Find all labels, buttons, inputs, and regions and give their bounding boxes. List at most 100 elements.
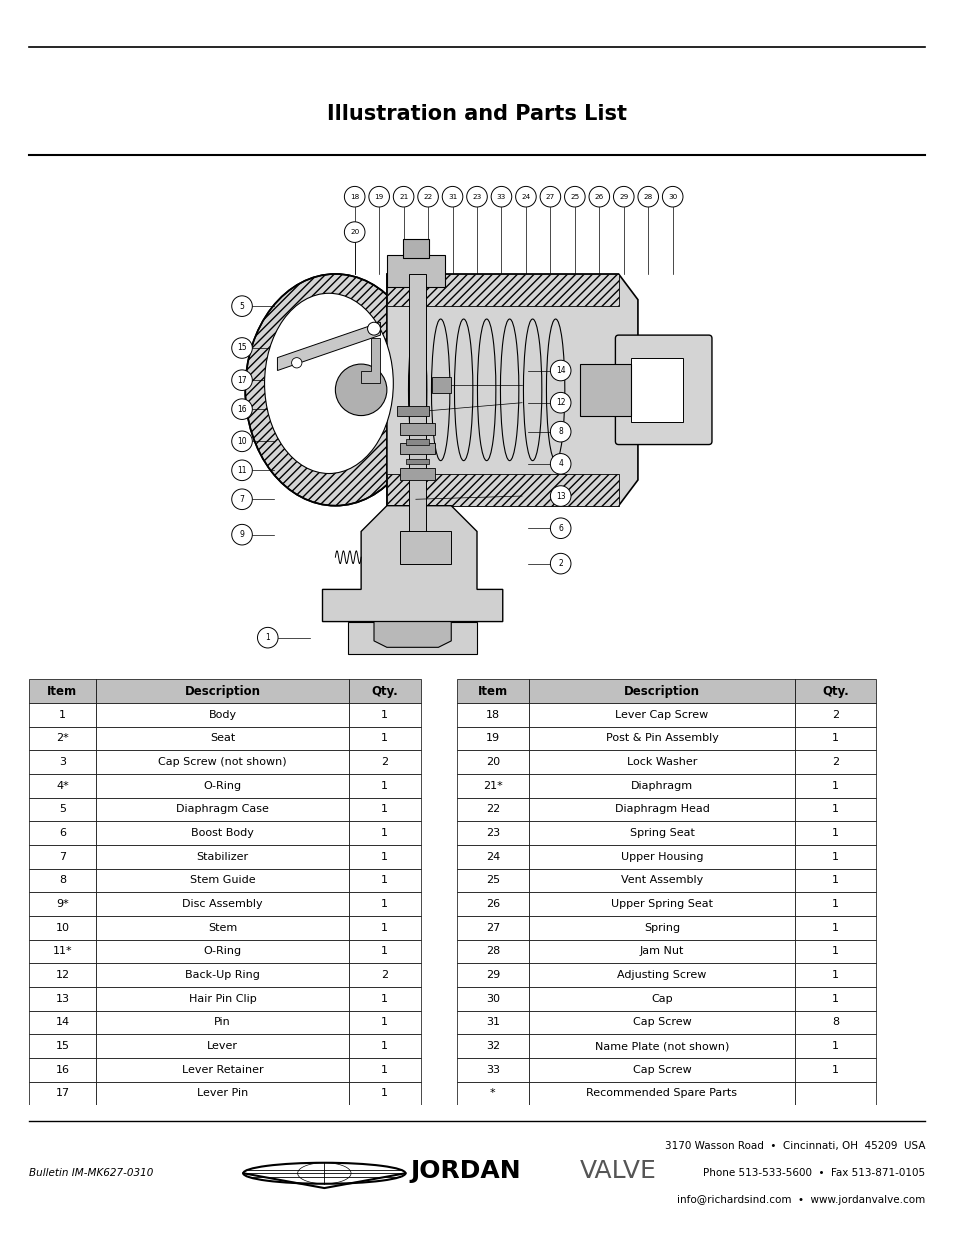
Text: 2: 2 — [831, 757, 839, 767]
Bar — [456, 679, 528, 703]
Bar — [794, 750, 875, 774]
Text: Diaphragm: Diaphragm — [630, 781, 692, 790]
Bar — [528, 845, 794, 868]
Bar — [456, 892, 528, 916]
Text: 12: 12 — [55, 971, 70, 981]
Text: Illustration and Parts List: Illustration and Parts List — [327, 104, 626, 124]
Bar — [528, 821, 794, 845]
Text: 31: 31 — [448, 194, 456, 200]
Bar — [96, 1058, 348, 1082]
Bar — [96, 1010, 348, 1035]
Bar — [96, 845, 348, 868]
Text: 1: 1 — [265, 634, 270, 642]
Text: Upper Housing: Upper Housing — [620, 852, 702, 862]
Bar — [456, 1058, 528, 1082]
Bar — [29, 679, 96, 703]
Bar — [29, 726, 96, 751]
Bar — [399, 531, 451, 563]
Text: 1: 1 — [381, 852, 388, 862]
Bar — [348, 726, 420, 751]
Text: 1: 1 — [831, 1041, 838, 1051]
Bar — [348, 750, 420, 774]
Bar — [528, 703, 794, 726]
Text: 23: 23 — [485, 829, 499, 839]
Text: Cap Screw (not shown): Cap Screw (not shown) — [158, 757, 287, 767]
Text: Hair Pin Clip: Hair Pin Clip — [189, 994, 256, 1004]
Circle shape — [539, 186, 560, 207]
Bar — [399, 424, 435, 435]
Text: 10: 10 — [237, 437, 247, 446]
Text: 16: 16 — [55, 1065, 70, 1074]
Bar — [399, 468, 435, 480]
Circle shape — [232, 337, 253, 358]
Bar — [96, 703, 348, 726]
Text: O-Ring: O-Ring — [203, 946, 241, 956]
Text: 7: 7 — [59, 852, 66, 862]
Text: Description: Description — [623, 684, 700, 698]
Text: Recommended Spare Parts: Recommended Spare Parts — [586, 1088, 737, 1098]
Bar — [96, 868, 348, 892]
Text: 29: 29 — [485, 971, 499, 981]
Circle shape — [550, 393, 571, 412]
Bar — [348, 868, 420, 892]
Text: 8: 8 — [831, 1018, 839, 1028]
Text: 1: 1 — [381, 710, 388, 720]
Bar — [96, 774, 348, 798]
Text: 11: 11 — [237, 466, 247, 474]
Circle shape — [550, 453, 571, 474]
Bar — [794, 987, 875, 1010]
Bar — [402, 238, 428, 258]
Text: 1: 1 — [381, 1065, 388, 1074]
Text: 1: 1 — [831, 734, 838, 743]
Bar — [348, 1058, 420, 1082]
Text: 33: 33 — [497, 194, 505, 200]
Text: 8: 8 — [59, 876, 66, 885]
Bar — [348, 621, 476, 653]
Bar — [29, 750, 96, 774]
Text: 24: 24 — [520, 194, 530, 200]
Text: Pin: Pin — [213, 1018, 231, 1028]
Bar — [456, 845, 528, 868]
Circle shape — [393, 186, 414, 207]
Bar — [387, 254, 444, 287]
Circle shape — [515, 186, 536, 207]
Bar — [387, 254, 444, 287]
Bar — [96, 892, 348, 916]
Text: 1: 1 — [831, 781, 838, 790]
Text: 5: 5 — [239, 301, 244, 311]
Text: 17: 17 — [237, 375, 247, 384]
Polygon shape — [322, 505, 502, 621]
Bar — [528, 987, 794, 1010]
Text: 4: 4 — [558, 459, 562, 468]
Bar — [794, 1035, 875, 1058]
Text: 22: 22 — [485, 804, 499, 814]
Text: VALVE: VALVE — [579, 1158, 657, 1183]
Bar — [29, 703, 96, 726]
Text: Stem Guide: Stem Guide — [190, 876, 255, 885]
Text: Post & Pin Assembly: Post & Pin Assembly — [605, 734, 718, 743]
Ellipse shape — [245, 274, 425, 505]
Text: 19: 19 — [375, 194, 383, 200]
Text: 29: 29 — [618, 194, 628, 200]
Text: Stem: Stem — [208, 923, 237, 932]
Text: 1: 1 — [381, 1041, 388, 1051]
Bar — [348, 821, 420, 845]
Circle shape — [613, 186, 634, 207]
Polygon shape — [374, 621, 451, 647]
Bar — [456, 703, 528, 726]
Bar — [29, 940, 96, 963]
Bar — [794, 868, 875, 892]
Bar — [794, 679, 875, 703]
Bar — [456, 963, 528, 987]
Text: 2: 2 — [558, 559, 562, 568]
Bar — [794, 892, 875, 916]
Text: 8: 8 — [558, 427, 562, 436]
Circle shape — [367, 322, 380, 335]
Bar — [406, 440, 428, 445]
Bar — [399, 531, 451, 563]
Bar — [29, 845, 96, 868]
Text: 1: 1 — [831, 804, 838, 814]
Circle shape — [292, 358, 301, 368]
Bar — [96, 798, 348, 821]
Circle shape — [550, 553, 571, 574]
